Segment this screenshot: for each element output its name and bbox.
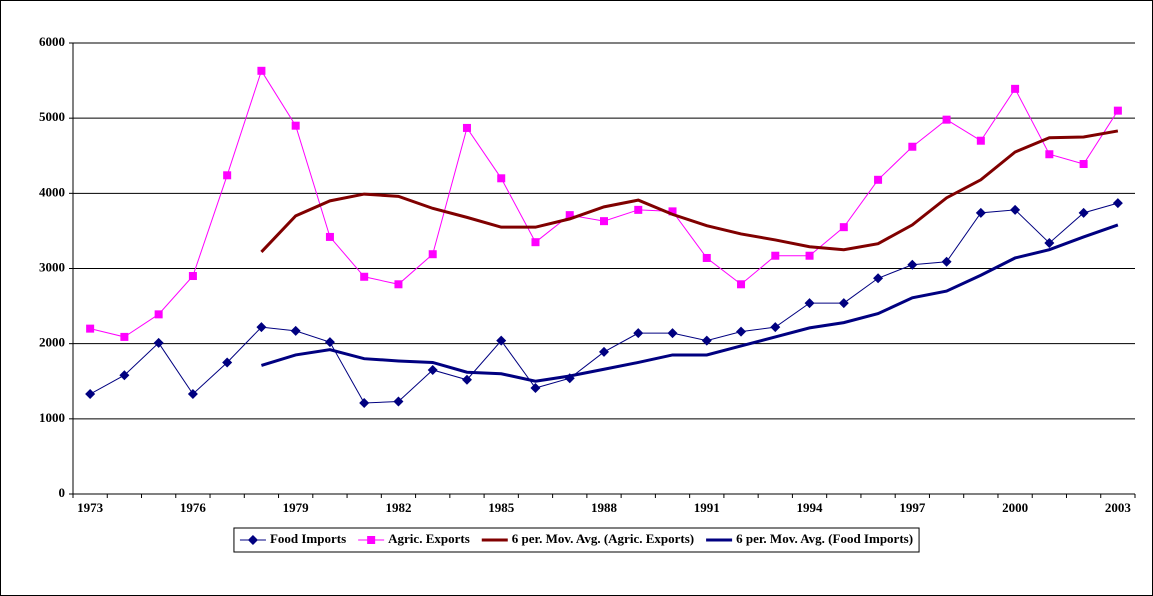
point-marker	[1011, 84, 1020, 93]
x-tick-label: 1973	[77, 500, 104, 515]
y-tick-label: 3000	[39, 259, 65, 274]
point-marker	[942, 115, 951, 124]
point-marker	[497, 174, 506, 183]
point-marker	[1078, 207, 1089, 218]
point-marker	[839, 223, 848, 232]
point-marker	[367, 536, 376, 544]
point-marker	[428, 250, 437, 259]
legend-label: 6 per. Mov. Avg. (Food Imports)	[736, 531, 913, 546]
point-marker	[634, 205, 643, 214]
x-tick-label: 1994	[797, 500, 824, 515]
point-marker	[941, 256, 952, 267]
point-marker	[291, 121, 300, 130]
x-tick-label: 1985	[488, 500, 515, 515]
point-marker	[290, 325, 301, 336]
x-tick-label: 1988	[591, 500, 618, 515]
point-marker	[667, 328, 678, 339]
point-marker	[154, 310, 163, 319]
point-marker	[565, 211, 574, 220]
point-marker	[394, 280, 403, 289]
y-tick-label: 1000	[39, 410, 65, 425]
y-tick-label: 0	[59, 485, 66, 500]
y-tick-label: 6000	[39, 34, 65, 49]
point-marker	[668, 207, 677, 216]
y-tick-label: 4000	[39, 184, 65, 199]
x-tick-label: 2000	[1002, 500, 1028, 515]
series-line	[260, 129, 1119, 253]
point-marker	[701, 335, 712, 346]
point-marker	[873, 273, 884, 284]
point-marker	[153, 337, 164, 348]
point-marker	[633, 328, 644, 339]
point-marker	[531, 238, 540, 247]
point-marker	[975, 207, 986, 218]
legend-label: Agric. Exports	[388, 531, 470, 546]
point-marker	[907, 259, 918, 270]
point-marker	[427, 364, 438, 375]
x-tick-label: 1982	[385, 500, 411, 515]
legend-label: 6 per. Mov. Avg. (Agric. Exports)	[512, 531, 694, 546]
point-marker	[462, 123, 471, 132]
x-tick-label: 1997	[899, 500, 926, 515]
point-marker	[223, 171, 232, 180]
point-marker	[874, 175, 883, 184]
point-marker	[188, 272, 197, 281]
point-marker	[360, 272, 369, 281]
point-marker	[599, 346, 609, 357]
x-tick-label: 2003	[1105, 500, 1132, 515]
point-marker	[325, 232, 334, 241]
point-marker	[324, 337, 335, 348]
point-marker	[257, 66, 266, 75]
point-marker	[1010, 204, 1021, 215]
point-marker	[770, 322, 781, 333]
point-marker	[359, 398, 370, 409]
point-marker	[1079, 160, 1088, 169]
point-marker	[600, 217, 608, 226]
legend: Food Imports Agric. Exports 6 per. Mov. Av…	[233, 527, 920, 553]
point-marker	[1113, 106, 1122, 115]
point-marker	[1045, 150, 1054, 159]
x-tick-label: 1991	[694, 500, 720, 515]
point-marker	[393, 396, 404, 407]
point-marker	[85, 389, 96, 400]
point-marker	[247, 535, 258, 545]
point-marker	[187, 389, 198, 400]
point-marker	[702, 253, 711, 262]
legend-box	[233, 527, 920, 553]
legend-label: Food Imports	[270, 531, 346, 546]
point-marker	[530, 383, 541, 394]
point-marker	[804, 298, 815, 309]
series-line	[260, 223, 1119, 383]
point-marker	[736, 326, 747, 337]
point-marker	[976, 136, 985, 145]
point-marker	[461, 374, 472, 385]
point-marker	[1044, 237, 1055, 248]
point-marker	[256, 322, 267, 333]
y-tick-label: 5000	[39, 109, 65, 124]
point-marker	[496, 335, 507, 346]
point-marker	[838, 298, 849, 309]
point-marker	[86, 324, 95, 333]
point-marker	[119, 370, 130, 381]
point-marker	[737, 280, 746, 289]
point-marker	[222, 357, 233, 368]
x-tick-label: 1979	[283, 500, 310, 515]
point-marker	[771, 251, 780, 260]
y-tick-label: 2000	[39, 335, 65, 350]
point-marker	[120, 332, 129, 341]
point-marker	[805, 251, 814, 260]
point-marker	[1112, 198, 1123, 209]
x-tick-label: 1976	[180, 500, 207, 515]
point-marker	[908, 142, 917, 151]
